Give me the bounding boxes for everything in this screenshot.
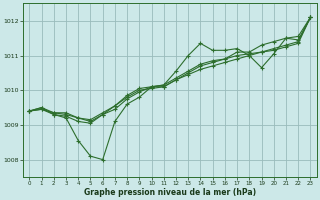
X-axis label: Graphe pression niveau de la mer (hPa): Graphe pression niveau de la mer (hPa) bbox=[84, 188, 256, 197]
